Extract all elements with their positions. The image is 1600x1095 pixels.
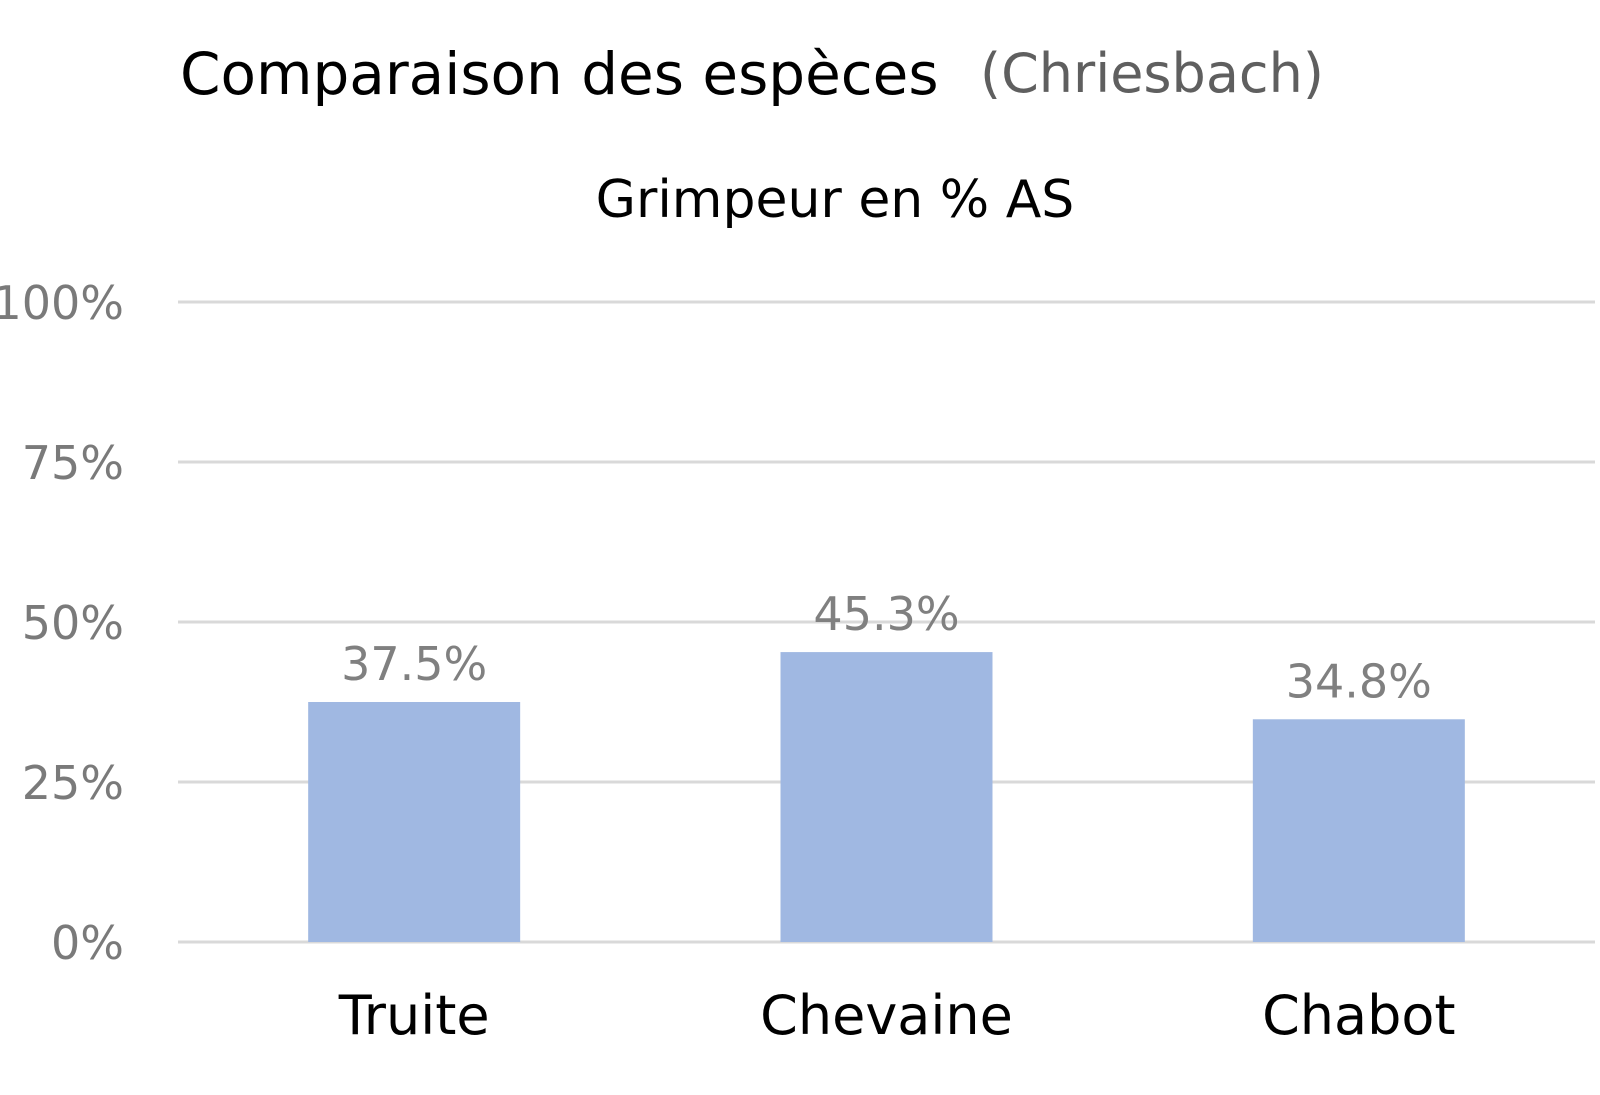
data-labels: 37.5% 45.3% 34.8% <box>341 587 1432 708</box>
category-label: Chabot <box>1262 984 1456 1047</box>
data-label: 45.3% <box>813 587 959 641</box>
category-labels: Truite Chevaine Chabot <box>338 984 1456 1047</box>
data-label: 34.8% <box>1286 654 1432 708</box>
y-tick-label: 100% <box>0 276 124 330</box>
page-title: Comparaison des espèces <box>180 40 939 108</box>
category-label: Chevaine <box>760 984 1013 1047</box>
category-label: Truite <box>338 984 490 1047</box>
page-subtitle: (Chriesbach) <box>980 42 1324 105</box>
data-label: 37.5% <box>341 637 487 691</box>
bar <box>780 652 993 942</box>
y-tick-label: 50% <box>22 596 124 650</box>
bar <box>308 702 521 942</box>
bars <box>308 652 1465 942</box>
chart-title: Grimpeur en % AS <box>596 170 1075 230</box>
bar <box>1252 719 1465 942</box>
y-axis-tick-labels: 0% 25% 50% 75% 100% <box>0 276 124 970</box>
y-tick-label: 75% <box>22 436 124 490</box>
y-tick-label: 25% <box>22 756 124 810</box>
y-tick-label: 0% <box>51 916 124 970</box>
